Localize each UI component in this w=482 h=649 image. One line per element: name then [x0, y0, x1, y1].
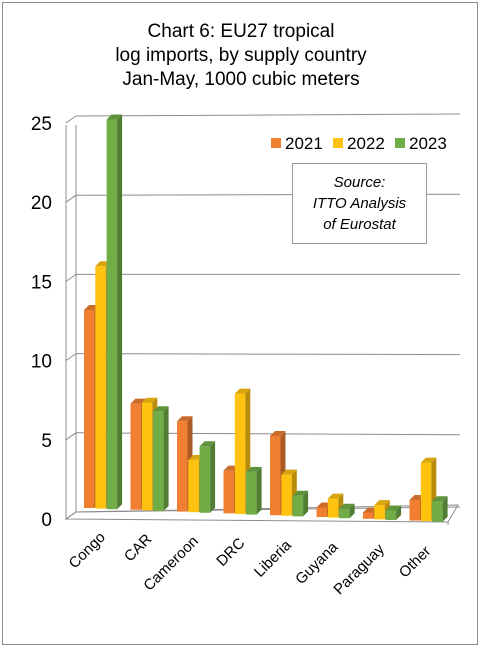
chart-title-line-2: log imports, by supply country — [115, 45, 367, 66]
legend-swatch-2021 — [271, 138, 281, 148]
legend: 2021 2022 2023 — [271, 134, 447, 153]
bar-top-2022-other — [420, 457, 437, 463]
bar-top-2022-car — [141, 397, 158, 403]
bar-side-2023-guyana — [349, 503, 355, 519]
bar-2021-guyana — [316, 507, 327, 517]
gridline-depth — [65, 353, 77, 362]
gridline-depth — [65, 511, 77, 520]
bar-2022-congo — [95, 266, 106, 509]
bar-2022-car — [141, 402, 153, 511]
bar-2023-cameroon — [199, 446, 211, 513]
bar-top-2023-guyana — [339, 503, 355, 509]
bar-2022-guyana — [327, 498, 339, 518]
bar-top-2022-liberia — [281, 469, 297, 475]
bar-2022-liberia — [281, 474, 292, 516]
bar-top-2021-liberia — [270, 431, 286, 436]
chart-frame — [2, 2, 478, 645]
x-category-label: DRC — [213, 535, 248, 570]
gridline-depth — [65, 432, 77, 441]
bar-top-2023-paraguay — [385, 505, 402, 511]
bar-2021-drc — [223, 470, 234, 514]
bar-2021-paraguay — [363, 512, 374, 519]
source-line-2: ITTO Analysis — [312, 195, 407, 212]
chart-title: Chart 6: EU27 tropical log imports, by s… — [0, 20, 482, 92]
bar-top-2023-cameroon — [199, 441, 216, 447]
bar-side-2023-paraguay — [396, 505, 402, 520]
bar-top-2023-congo — [106, 114, 123, 120]
x-category-label: Congo — [66, 529, 109, 572]
gridline-depth — [65, 115, 77, 124]
bar-top-2023-liberia — [292, 490, 309, 496]
bar-2021-congo — [84, 310, 95, 508]
bar-2021-car — [130, 403, 141, 510]
source-line-3: of Eurostat — [323, 216, 396, 233]
bar-2022-drc — [234, 393, 246, 514]
bar-2021-liberia — [270, 436, 281, 516]
bar-top-2023-other — [432, 496, 448, 502]
bar-side-2023-car — [163, 406, 169, 511]
source-annotation: Source: ITTO Analysis of Eurostat — [292, 163, 427, 244]
bar-2022-paraguay — [374, 505, 385, 520]
bar-side-2023-drc — [256, 466, 262, 515]
y-tick-label: 20 — [31, 193, 52, 214]
bar-top-2021-cameroon — [177, 416, 193, 422]
bar-2022-cameroon — [188, 459, 199, 513]
x-category-label: Other — [396, 543, 435, 582]
bar-2023-guyana — [339, 508, 350, 519]
y-tick-label: 10 — [31, 352, 52, 373]
gridline-depth — [65, 194, 77, 203]
bar-side-2023-other — [442, 496, 448, 522]
bar-top-2023-drc — [246, 466, 262, 472]
bar-side-2023-cameroon — [210, 441, 216, 513]
legend-label-2023: 2023 — [409, 134, 447, 153]
bar-side-2023-liberia — [303, 490, 309, 517]
bar-2023-liberia — [292, 495, 304, 517]
bar-top-2022-guyana — [327, 493, 344, 499]
y-tick-label: 15 — [31, 272, 52, 293]
legend-swatch-2023 — [395, 138, 405, 148]
y-axis-ticks: 0 5 10 15 20 25 — [31, 114, 52, 531]
gridline — [75, 353, 461, 356]
bar-top-2022-paraguay — [374, 500, 390, 506]
y-tick-label: 0 — [41, 510, 52, 531]
bar-top-2022-drc — [234, 388, 251, 394]
chart-title-line-1: Chart 6: EU27 tropical — [147, 21, 335, 42]
bar-2023-car — [153, 411, 164, 511]
bar-2023-congo — [106, 119, 118, 510]
gridline — [75, 113, 461, 117]
legend-label-2021: 2021 — [285, 134, 323, 153]
x-category-label: CAR — [121, 531, 156, 566]
bar-2021-cameroon — [177, 421, 188, 512]
bar-top-2023-car — [153, 406, 169, 412]
bar-2023-drc — [246, 471, 257, 515]
bar-2022-other — [420, 462, 432, 522]
y-tick-label: 5 — [41, 431, 52, 452]
legend-label-2022: 2022 — [347, 134, 385, 153]
bar-side-2023-congo — [117, 114, 123, 510]
gridline-depth — [65, 273, 77, 282]
x-category-label: Liberia — [251, 536, 295, 580]
bar-2021-other — [409, 500, 420, 521]
source-line-1: Source: — [333, 174, 386, 191]
y-tick-label: 25 — [31, 114, 52, 135]
bars — [84, 114, 448, 522]
chart-title-line-3: Jan-May, 1000 cubic meters — [122, 69, 360, 90]
bar-2023-other — [432, 501, 443, 522]
legend-swatch-2022 — [333, 138, 343, 148]
x-category-label: Guyana — [292, 538, 342, 588]
bar-2023-paraguay — [385, 510, 397, 520]
